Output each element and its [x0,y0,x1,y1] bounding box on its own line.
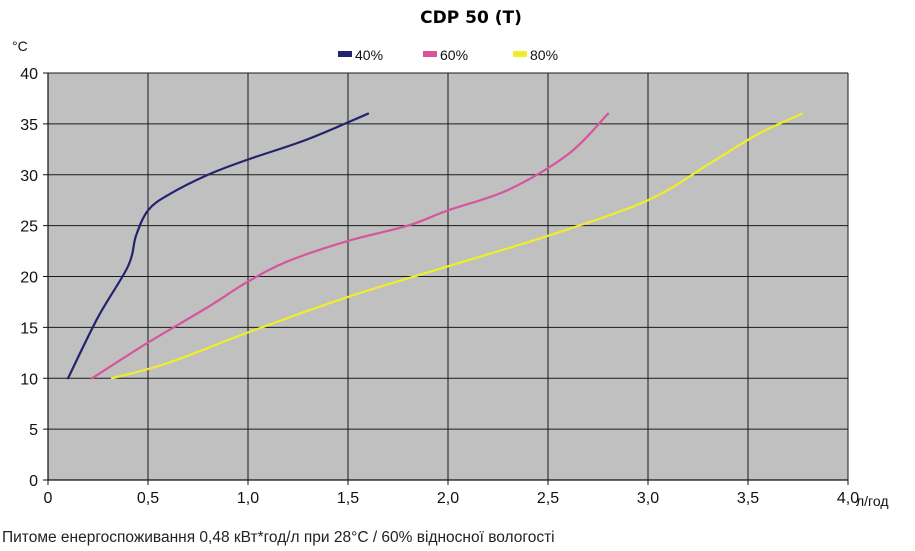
x-tick-label: 1,0 [237,490,259,507]
y-axis-unit: °C [12,38,28,54]
legend-swatch [338,51,352,57]
y-tick-label: 35 [20,117,38,134]
legend-label: 80% [530,47,558,63]
x-tick-label: 0 [44,490,53,507]
legend: 40% 60% 80% [338,47,558,63]
series-line-0 [66,112,370,380]
y-tick-label: 25 [20,219,38,236]
axes: 0 0,5 1,0 1,5 2,0 2,5 3,0 3,5 4,0 0 5 10 15 20 25 30 35 4… [20,66,859,507]
y-tick-label: 20 [20,270,38,287]
legend-label: 60% [440,47,468,63]
x-tick-label: 1,5 [337,490,359,507]
series-layer [66,112,804,380]
x-tick-label: 2,5 [537,490,559,507]
legend-label: 40% [355,47,383,63]
y-tick-label: 0 [29,473,38,490]
y-tick-label: 10 [20,371,38,388]
series-line-1 [90,112,610,380]
y-tick-label: 40 [20,66,38,83]
chart-title: CDP 50 (T) [420,8,522,28]
x-tick-label: 3,5 [737,490,759,507]
y-tick-label: 15 [20,320,38,337]
x-tick-label: 4,0 [837,490,859,507]
y-tick-label: 30 [20,168,38,185]
x-tick-label: 0,5 [137,490,159,507]
x-tick-label: 2,0 [437,490,459,507]
legend-swatch [513,51,527,57]
y-tick-label: 5 [29,422,38,439]
series-line-2 [110,112,804,380]
x-tick-label: 3,0 [637,490,659,507]
legend-swatch [423,51,437,57]
footnote: Питоме енергоспоживання 0,48 кВт*год/л п… [2,529,555,546]
x-axis-unit: л/год [856,493,889,509]
grid [48,72,849,480]
